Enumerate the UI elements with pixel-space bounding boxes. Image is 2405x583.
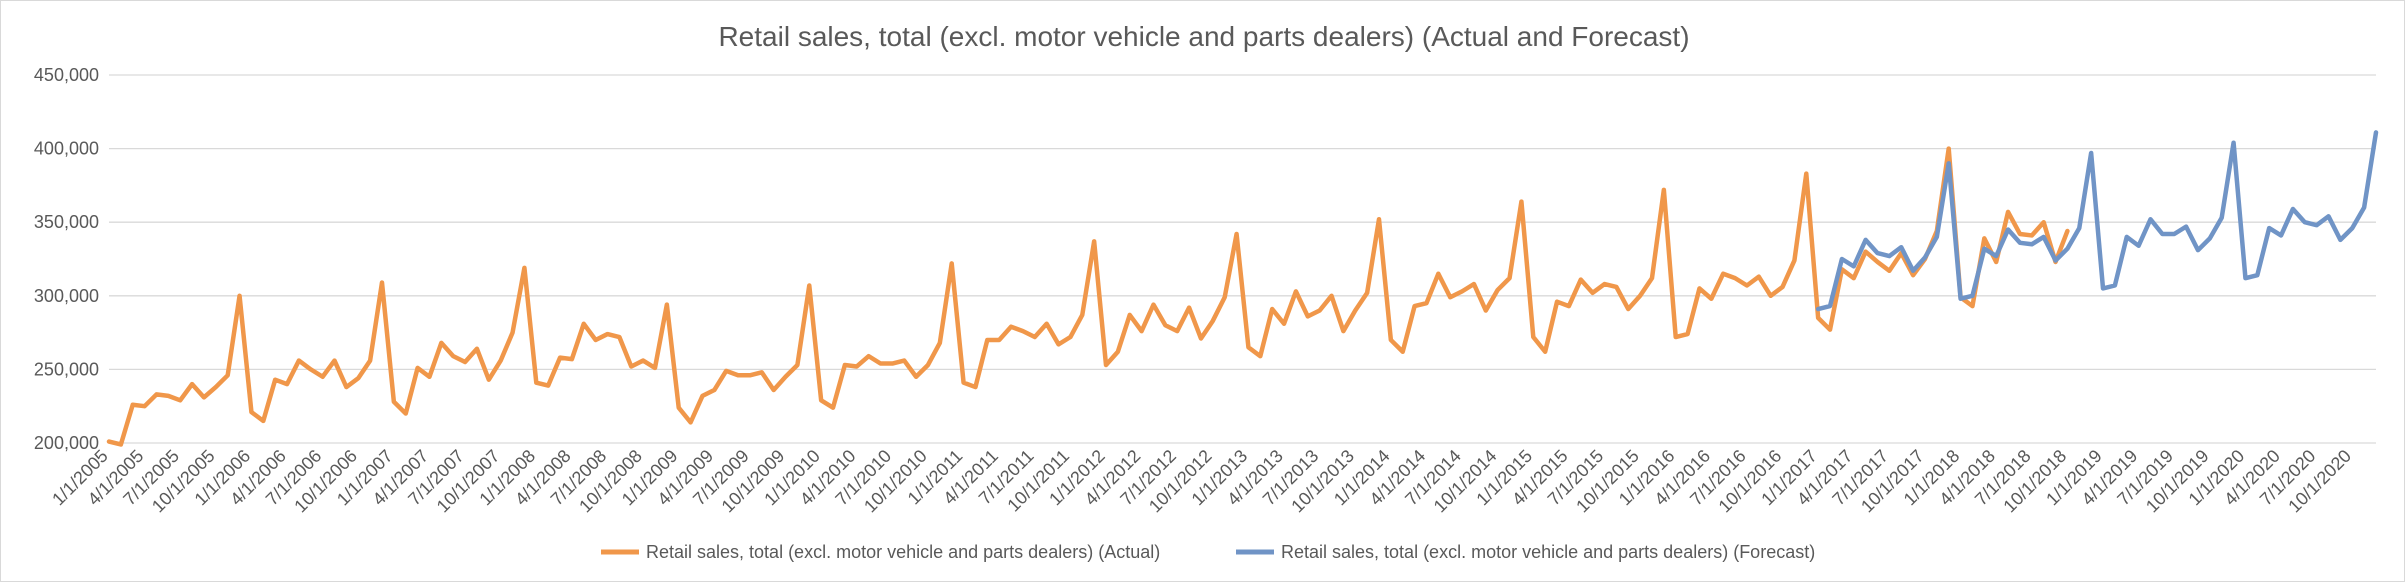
legend-label-actual: Retail sales, total (excl. motor vehicle… <box>646 542 1160 562</box>
y-tick-label: 300,000 <box>34 286 99 306</box>
legend-label-forecast: Retail sales, total (excl. motor vehicle… <box>1281 542 1815 562</box>
y-tick-label: 350,000 <box>34 212 99 232</box>
series-line-actual <box>106 146 2070 447</box>
y-tick-label: 450,000 <box>34 65 99 85</box>
series-line-forecast <box>1815 130 2379 312</box>
y-axis: 200,000 250,000 300,000 350,000 400,000 450,0… <box>34 65 99 453</box>
gridlines <box>109 74 2376 444</box>
x-axis: 1/1/20054/1/20057/1/200510/1/20051/1/200… <box>48 446 2355 517</box>
chart-title: Retail sales, total (excl. motor vehicle… <box>718 21 1689 52</box>
y-tick-label: 400,000 <box>34 139 99 159</box>
series-lines <box>106 130 2379 447</box>
y-tick-label: 250,000 <box>34 359 99 379</box>
y-tick-label: 200,000 <box>34 433 99 453</box>
legend: Retail sales, total (excl. motor vehicle… <box>601 542 1815 562</box>
